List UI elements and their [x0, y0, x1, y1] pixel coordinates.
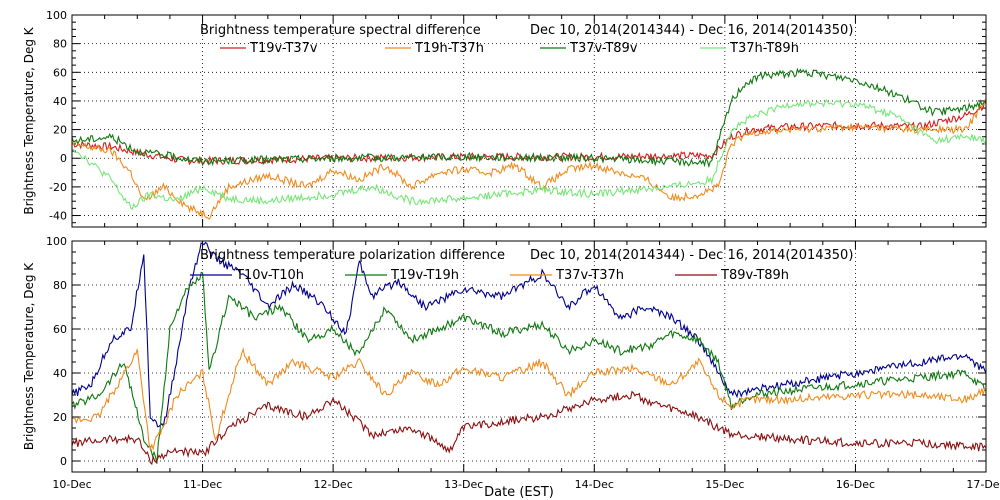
series-line-t37h-t89h	[71, 98, 987, 210]
y-tick-label: 0	[60, 455, 67, 468]
y-tick-label: 80	[53, 279, 67, 292]
plot-frame	[71, 240, 987, 473]
y-tick-label: 80	[53, 38, 67, 51]
legend-label-t37h-t89h: T37h-T89h	[729, 41, 799, 56]
series-line-t19h-t37h	[71, 97, 987, 220]
series-line-t19v-t37v	[71, 99, 987, 167]
x-tick-label: 15-Dec	[705, 478, 744, 491]
plot-frame	[71, 14, 987, 228]
y-tick-label: 60	[53, 66, 67, 79]
legend-label-t19v-t37v: T19v-T37v	[249, 41, 318, 56]
series-line-t37v-t37h	[71, 347, 987, 452]
x-tick-label: 16-Dec	[836, 478, 875, 491]
legend-label-t10v-t10h: T10v-T10h	[235, 268, 304, 283]
y-tick-label: 100	[46, 9, 67, 22]
x-tick-label: 17-Dec	[966, 478, 1000, 491]
y-tick-label: -20	[49, 181, 67, 194]
y-tick-label: 0	[60, 152, 67, 165]
panel-title: Brightness temperature spectral differen…	[200, 23, 481, 38]
legend-label-t37v-t37h: T37v-T37h	[555, 268, 624, 283]
legend-label-t89v-t89h: T89v-T89h	[720, 268, 789, 283]
y-tick-label: 40	[53, 367, 67, 380]
x-tick-label: 13-Dec	[444, 478, 483, 491]
y-tick-label: 40	[53, 95, 67, 108]
x-tick-label: 12-Dec	[314, 478, 353, 491]
y-axis-label: Brightness Temperature, Deg K	[22, 262, 36, 450]
x-tick-label: 14-Dec	[575, 478, 614, 491]
y-axis-label: Brightness Temperature, Deg K	[22, 26, 36, 214]
y-tick-label: 100	[46, 235, 67, 248]
legend-label-t19v-t19h: T19v-T19h	[390, 268, 459, 283]
series-line-t37v-t89v	[71, 67, 987, 169]
spectral-difference-panel: -40 -20 0 20 40 60 80 100 Brightness temperature…	[22, 9, 987, 228]
y-tick-label: -40	[49, 210, 67, 223]
y-tick-label: 20	[53, 411, 67, 424]
series-line-t89v-t89h	[71, 390, 987, 466]
x-tick-label: 11-Dec	[183, 478, 222, 491]
panel-date-range: Dec 10, 2014(2014344) - Dec 16, 2014(201…	[530, 248, 853, 263]
panel-title: Brightness temperature polarization diff…	[200, 248, 505, 263]
legend-label-t19h-t37h: T19h-T37h	[414, 41, 484, 56]
series-line-t19v-t19h	[71, 271, 987, 464]
x-tick-label: 10-Dec	[52, 478, 91, 491]
x-axis-label: Date (EST)	[484, 485, 554, 500]
polarization-difference-panel: 0 20 40 60 80 100 10-Dec 11-Dec 12-Dec 13-Dec 14-D…	[22, 235, 1000, 491]
legend-label-t37v-t89v: T37v-T89v	[569, 41, 638, 56]
panel-date-range: Dec 10, 2014(2014344) - Dec 16, 2014(201…	[530, 23, 853, 38]
series-line-t10v-t10h	[71, 241, 987, 428]
y-tick-label: 20	[53, 124, 67, 137]
y-tick-label: 60	[53, 323, 67, 336]
